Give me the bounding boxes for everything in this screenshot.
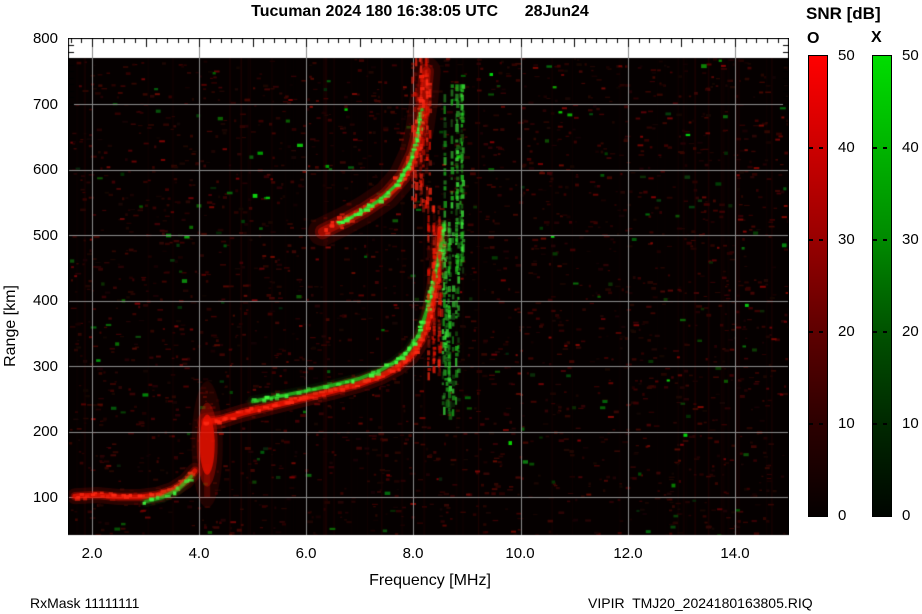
x-tick-12: 12.0	[613, 545, 643, 562]
cb-x-20: 20	[902, 323, 919, 340]
y-tick-800: 800	[32, 30, 58, 47]
colorbar-title: SNR [dB]	[806, 4, 881, 23]
ionogram-canvas	[68, 38, 789, 536]
colorbar-x-tick-30	[873, 239, 891, 241]
x-tick-14: 14.0	[720, 545, 750, 562]
cb-x-50: 50	[902, 47, 919, 64]
colorbar-x-tick-10	[873, 423, 891, 425]
x-tick-10: 10.0	[505, 545, 535, 562]
y-tick-400: 400	[32, 292, 58, 309]
colorbar-o-tick-40	[809, 147, 827, 149]
rxmask-status: RxMask 11111111	[30, 595, 140, 611]
y-tick-700: 700	[32, 96, 58, 113]
colorbar-x-label: X	[871, 29, 882, 46]
colorbar-o-tick-20	[809, 331, 827, 333]
y-tick-600: 600	[32, 161, 58, 178]
colorbar-x-tick-20	[873, 331, 891, 333]
y-tick-100: 100	[32, 489, 58, 506]
cb-o-0: 0	[838, 507, 847, 524]
x-tick-8: 8.0	[402, 545, 424, 562]
source-filename: VIPIR TMJ20_2024180163805.RIQ	[588, 595, 813, 611]
colorbar-o	[808, 55, 828, 517]
cb-x-0: 0	[902, 507, 911, 524]
colorbar-x	[872, 55, 892, 517]
colorbar-x-tick-40	[873, 147, 891, 149]
x-axis-label: Frequency [MHz]	[369, 572, 491, 589]
colorbar-o-tick-10	[809, 423, 827, 425]
x-tick-2: 2.0	[81, 545, 103, 562]
cb-x-10: 10	[902, 415, 919, 432]
y-axis-label: Range [km]	[2, 285, 19, 367]
cb-o-10: 10	[838, 415, 855, 432]
cb-o-20: 20	[838, 323, 855, 340]
cb-o-50: 50	[838, 47, 855, 64]
plot-title: Tucuman 2024 180 16:38:05 UTC 28Jun24	[251, 3, 589, 20]
cb-x-30: 30	[902, 231, 919, 248]
cb-o-40: 40	[838, 139, 855, 156]
colorbar-o-label: O	[807, 30, 820, 47]
x-tick-4: 4.0	[188, 545, 210, 562]
y-tick-200: 200	[32, 423, 58, 440]
cb-x-40: 40	[902, 139, 919, 156]
x-tick-6: 6.0	[295, 545, 317, 562]
y-tick-500: 500	[32, 227, 58, 244]
y-tick-300: 300	[32, 358, 58, 375]
cb-o-30: 30	[838, 231, 855, 248]
colorbar-o-tick-30	[809, 239, 827, 241]
